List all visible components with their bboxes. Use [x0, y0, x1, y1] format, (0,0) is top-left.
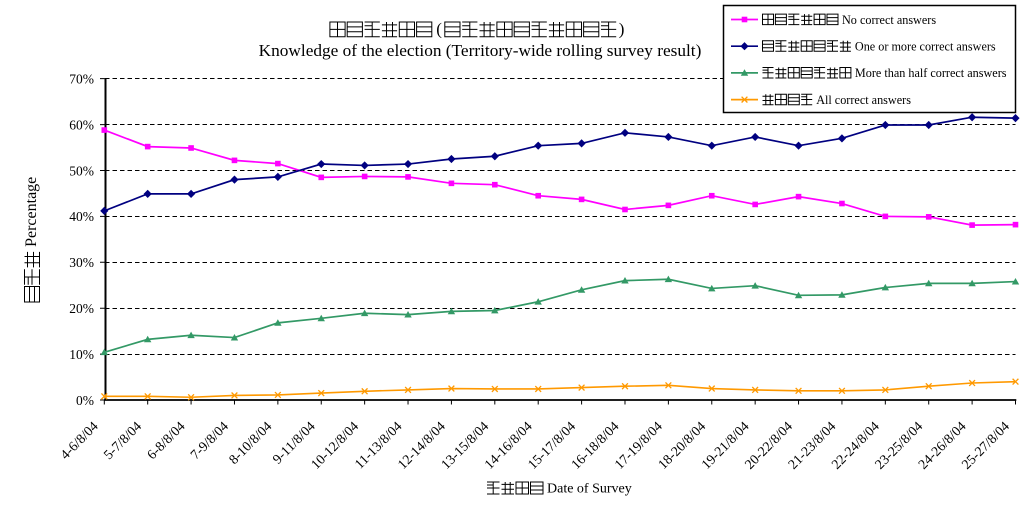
svg-text:(: ( — [436, 20, 442, 39]
svg-text:Knowledge of the election (Ter: Knowledge of the election (Territory-wid… — [259, 41, 702, 60]
svg-text:50%: 50% — [69, 163, 94, 178]
svg-text:Percentage: Percentage — [23, 177, 40, 247]
svg-text:20%: 20% — [69, 301, 94, 316]
svg-text:More than half correct answers: More than half correct answers — [855, 66, 1007, 80]
svg-text:40%: 40% — [69, 209, 94, 224]
svg-text:Date of Survey: Date of Survey — [547, 482, 632, 497]
svg-text:): ) — [619, 20, 625, 39]
svg-text:10%: 10% — [69, 347, 94, 362]
svg-text:All correct answers: All correct answers — [816, 93, 911, 107]
svg-text:One or more correct answers: One or more correct answers — [855, 40, 996, 54]
svg-text:No correct answers: No correct answers — [842, 13, 936, 27]
svg-text:70%: 70% — [69, 71, 94, 86]
svg-text:60%: 60% — [69, 117, 94, 132]
svg-text:30%: 30% — [69, 255, 94, 270]
svg-text:0%: 0% — [76, 393, 94, 408]
